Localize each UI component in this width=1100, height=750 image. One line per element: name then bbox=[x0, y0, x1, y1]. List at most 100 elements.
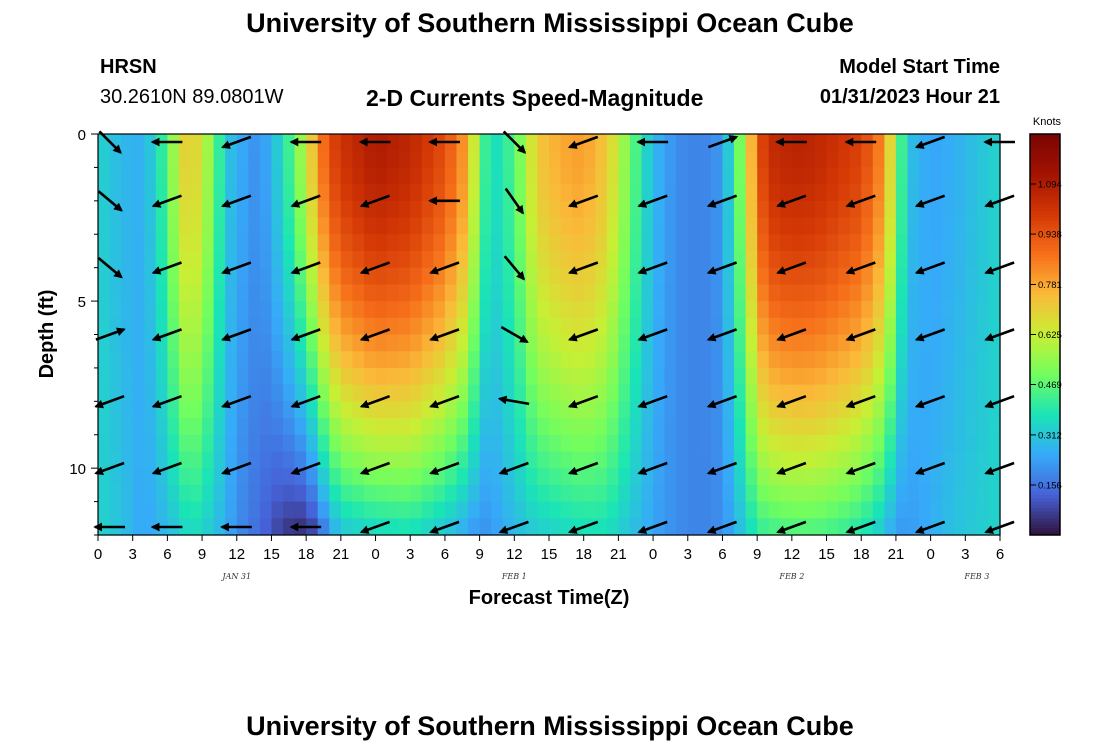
x-tick-label: 18 bbox=[853, 546, 870, 563]
heatmap-cell bbox=[976, 367, 990, 386]
heatmap-cell bbox=[930, 301, 943, 319]
heatmap-cell bbox=[826, 334, 839, 352]
heatmap-cell bbox=[560, 184, 573, 202]
heatmap-cell bbox=[838, 501, 851, 519]
heatmap-cell bbox=[687, 234, 700, 252]
colorbar-swatch bbox=[1030, 224, 1060, 229]
heatmap-cell bbox=[838, 301, 851, 319]
heatmap-cell bbox=[919, 367, 932, 386]
colorbar-swatch bbox=[1030, 250, 1060, 255]
heatmap-cell bbox=[329, 317, 342, 336]
heatmap-cell bbox=[444, 434, 458, 453]
current-vector-arrow bbox=[567, 194, 599, 208]
heatmap-cell bbox=[549, 251, 562, 269]
heatmap-cell bbox=[884, 200, 897, 219]
heatmap-cell bbox=[433, 234, 446, 252]
heatmap-cell bbox=[606, 334, 619, 352]
heatmap-cell bbox=[618, 334, 631, 352]
heatmap-cell bbox=[953, 468, 966, 486]
current-vector-arrow bbox=[221, 461, 252, 476]
heatmap-cell bbox=[895, 484, 909, 503]
heatmap-cell bbox=[202, 267, 215, 285]
heatmap-cell bbox=[953, 167, 966, 185]
x-tick-label: 9 bbox=[753, 546, 761, 563]
heatmap-cell bbox=[456, 334, 469, 352]
heatmap-cell bbox=[121, 150, 134, 168]
heatmap-cell bbox=[710, 284, 724, 302]
heatmap-cell bbox=[225, 234, 238, 252]
heatmap-cell bbox=[791, 468, 804, 486]
heatmap-cell bbox=[988, 184, 1001, 202]
heatmap-cell bbox=[872, 334, 885, 352]
heatmap-cell bbox=[132, 518, 145, 536]
heatmap-cell bbox=[190, 468, 203, 486]
heatmap-cell bbox=[190, 484, 203, 503]
heatmap-cell bbox=[757, 184, 770, 202]
heatmap-cell bbox=[410, 234, 423, 252]
heatmap-cell bbox=[144, 150, 157, 168]
current-vector-arrow bbox=[776, 520, 807, 534]
heatmap-cell bbox=[757, 334, 770, 352]
heatmap-cell bbox=[722, 267, 735, 285]
heatmap-cell bbox=[710, 451, 724, 469]
heatmap-cell bbox=[583, 217, 596, 235]
colorbar-swatch bbox=[1030, 194, 1060, 198]
current-vector-arrow bbox=[845, 261, 876, 275]
heatmap-cell bbox=[734, 284, 747, 302]
heatmap-cell bbox=[537, 317, 550, 336]
heatmap-cell bbox=[456, 501, 469, 519]
heatmap-cell bbox=[375, 200, 388, 219]
date-label: JAN 31 bbox=[220, 572, 251, 581]
colorbar-swatch bbox=[1030, 334, 1060, 339]
heatmap-cell bbox=[884, 484, 897, 503]
current-vector-arrow bbox=[221, 394, 252, 409]
heatmap-cell bbox=[225, 167, 238, 185]
heatmap-cell bbox=[722, 234, 735, 252]
heatmap-cell bbox=[664, 234, 677, 252]
heatmap-cell bbox=[791, 234, 804, 252]
heatmap-cell bbox=[629, 334, 643, 352]
heatmap-cell bbox=[722, 401, 735, 419]
heatmap-cell bbox=[514, 434, 527, 453]
heatmap-cell bbox=[734, 518, 747, 536]
heatmap-cell bbox=[549, 384, 562, 402]
heatmap-cell bbox=[167, 334, 180, 352]
current-vector-arrow bbox=[290, 461, 321, 476]
heatmap-cell bbox=[202, 384, 215, 402]
heatmap-cell bbox=[965, 251, 978, 269]
heatmap-cell bbox=[444, 484, 458, 503]
current-vector-arrow bbox=[914, 394, 946, 409]
heatmap-cell bbox=[144, 367, 157, 386]
heatmap-cell bbox=[884, 317, 897, 336]
heatmap-cell bbox=[317, 351, 330, 369]
heatmap-cell bbox=[178, 301, 192, 319]
heatmap-cell bbox=[329, 468, 342, 486]
heatmap-cell bbox=[525, 284, 539, 302]
heatmap-cell bbox=[664, 200, 677, 219]
heatmap-cell bbox=[976, 401, 990, 419]
heatmap-cell bbox=[560, 150, 573, 168]
heatmap-cell bbox=[410, 134, 423, 152]
heatmap-cell bbox=[965, 217, 978, 235]
heatmap-cell bbox=[259, 234, 273, 252]
heatmap-cell bbox=[294, 167, 307, 185]
heatmap-cell bbox=[780, 384, 793, 402]
heatmap-cell bbox=[838, 484, 851, 503]
heatmap-cell bbox=[861, 367, 874, 386]
heatmap-cell bbox=[190, 184, 203, 202]
heatmap-cell bbox=[190, 284, 203, 302]
heatmap-cell bbox=[190, 167, 203, 185]
heatmap-cell bbox=[699, 301, 712, 319]
heatmap-cell bbox=[618, 200, 631, 219]
station-coordinates: 30.2610N 89.0801W bbox=[100, 86, 284, 108]
heatmap-cell bbox=[942, 301, 955, 319]
heatmap-cell bbox=[560, 317, 573, 336]
colorbar-swatch bbox=[1030, 227, 1060, 232]
heatmap-cell bbox=[167, 401, 180, 419]
colorbar-swatch bbox=[1030, 267, 1060, 272]
heatmap-cell bbox=[734, 334, 747, 352]
heatmap-cell bbox=[884, 167, 897, 185]
heatmap-cell bbox=[225, 150, 238, 168]
heatmap-cell bbox=[710, 418, 724, 436]
heatmap-cell bbox=[190, 518, 203, 536]
